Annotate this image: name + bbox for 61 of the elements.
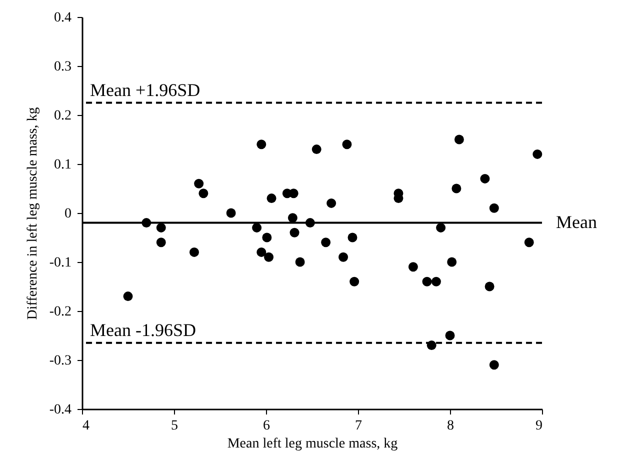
point: [189, 247, 199, 257]
point: [338, 252, 348, 262]
x-tick-label: 7: [355, 418, 362, 434]
x-tick-label: 9: [536, 418, 542, 434]
x-tick-label: 4: [82, 418, 90, 434]
point: [226, 208, 236, 218]
point: [447, 257, 457, 267]
point: [480, 174, 490, 184]
y-tick-label: 0.2: [54, 108, 72, 124]
point: [295, 257, 305, 267]
point: [350, 276, 360, 286]
point: [342, 140, 352, 150]
point: [194, 178, 204, 188]
point: [426, 340, 436, 350]
point: [321, 238, 331, 248]
ref-line-label: Mean: [556, 212, 597, 232]
point: [524, 238, 534, 248]
point: [489, 360, 499, 370]
point: [484, 282, 494, 292]
point: [445, 330, 455, 340]
point: [422, 276, 432, 286]
y-tick-label: 0.3: [54, 60, 72, 74]
y-tick-label: 0: [64, 206, 72, 222]
point: [142, 218, 152, 228]
point: [252, 222, 262, 232]
ref-line-label: Mean -1.96SD: [90, 320, 196, 340]
point: [264, 252, 274, 262]
point: [198, 188, 208, 198]
y-tick-label: 0.4: [54, 10, 72, 26]
point: [156, 222, 166, 232]
y-tick-label: -0.2: [49, 304, 72, 320]
point: [532, 149, 542, 159]
y-tick-label: -0.3: [49, 354, 72, 368]
point: [489, 203, 499, 213]
y-axis-title: Difference in left leg muscle mass, kg: [25, 107, 40, 320]
point: [288, 188, 298, 198]
point: [454, 134, 464, 144]
x-tick-label: 6: [263, 418, 270, 434]
point: [305, 218, 315, 228]
y-tick-label: -0.4: [49, 402, 72, 418]
x-tick-label: 5: [171, 418, 178, 434]
ref-line-label: Mean +1.96SD: [90, 80, 200, 100]
point: [256, 140, 266, 150]
point: [156, 238, 166, 248]
x-tick-label: 8: [447, 418, 454, 434]
point: [288, 213, 298, 223]
point: [290, 228, 300, 238]
point: [452, 184, 462, 194]
point: [326, 198, 336, 208]
point: [348, 232, 358, 242]
point: [312, 144, 322, 154]
x-axis-title: Mean left leg muscle mass, kg: [227, 436, 398, 452]
point: [408, 262, 418, 272]
y-tick-label: 0.1: [54, 158, 72, 172]
point: [436, 222, 446, 232]
point: [431, 276, 441, 286]
y-tick-label: -0.1: [49, 256, 72, 270]
point: [262, 232, 272, 242]
point: [123, 292, 133, 302]
point: [266, 194, 276, 204]
point: [256, 247, 266, 257]
